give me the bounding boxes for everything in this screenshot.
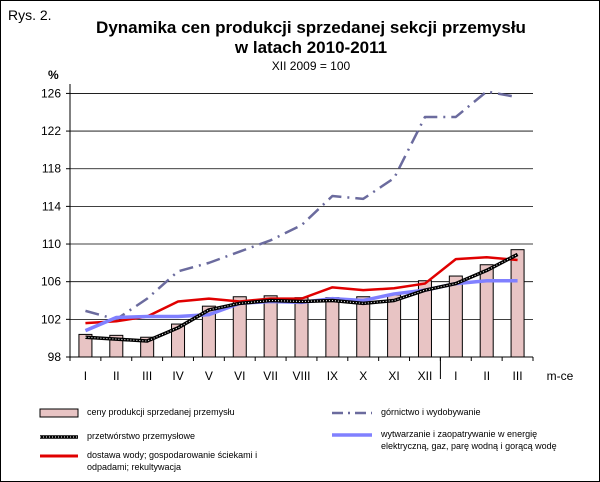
legend-label-manufacturing: przetwórstwo przemysłowe <box>87 431 196 441</box>
x-tick-label: IV <box>172 369 183 383</box>
x-tick-label: II <box>113 369 120 383</box>
bar <box>417 280 432 358</box>
legend-item-manufacturing: przetwórstwo przemysłowe <box>39 430 299 442</box>
bar <box>325 297 340 358</box>
y-tick-label: 122 <box>41 124 61 138</box>
legend-item-mining: górnictwo i wydobywanie <box>331 406 581 418</box>
legend-swatch-electricity <box>332 433 372 437</box>
chart-title-line2: w latach 2010-2011 <box>234 38 388 57</box>
line-manufacturing <box>85 252 519 343</box>
bar <box>510 249 525 358</box>
legend-label-water: dostawa wody; gospodarowanie ściekami i … <box>87 450 258 472</box>
legend-item-water: dostawa wody; gospodarowanie ściekami i … <box>39 449 299 473</box>
bar <box>263 295 278 358</box>
x-tick-label: III <box>142 369 152 383</box>
x-tick-label: VI <box>234 369 245 383</box>
line-water <box>85 255 518 325</box>
x-tick-label: I <box>84 369 87 383</box>
y-tick-label: 126 <box>41 86 61 100</box>
bar <box>356 296 371 358</box>
x-tick-label: VIII <box>292 369 310 383</box>
chart-title: Dynamika cen produkcji sprzedanej sekcji… <box>96 18 526 37</box>
x-tick-label: I <box>454 369 457 383</box>
bar <box>232 296 247 358</box>
legend-label-mining: górnictwo i wydobywanie <box>381 407 481 417</box>
x-tick-label: XII <box>418 369 433 383</box>
x-axis-label: m-ce <box>547 369 574 383</box>
y-tick-label: 110 <box>42 237 61 251</box>
bar <box>479 264 494 358</box>
y-tick-label: 114 <box>42 199 61 213</box>
x-tick-label: VII <box>263 369 278 383</box>
y-tick-label: 118 <box>42 162 61 176</box>
x-tick-label: II <box>483 369 490 383</box>
bar <box>448 275 463 358</box>
x-tick-label: III <box>513 369 523 383</box>
y-tick-label: 106 <box>41 275 61 289</box>
y-axis-label: % <box>48 68 59 82</box>
x-tick-label: V <box>205 369 213 383</box>
bar <box>201 305 216 358</box>
y-tick-label: 102 <box>41 312 61 326</box>
legend-swatch-mining <box>332 411 372 415</box>
x-tick-label: IX <box>327 369 338 383</box>
figure-label: Rys. 2. <box>8 7 52 23</box>
legend-item-electricity: wytwarzanie i zaopatrywanie w energię el… <box>331 428 586 452</box>
legend-swatch-water <box>40 454 78 458</box>
legend-swatch-manufacturing <box>40 435 78 439</box>
bar <box>387 294 402 358</box>
legend-swatch-bars <box>39 408 79 418</box>
legend-label-bars: ceny produkcji sprzedanej przemysłu <box>87 407 235 417</box>
x-tick-label: X <box>359 369 367 383</box>
legend-label-electricity: wytwarzanie i zaopatrywanie w energię el… <box>381 429 557 451</box>
x-tick-label: XI <box>388 369 399 383</box>
bar <box>78 333 93 358</box>
y-tick-label: 98 <box>48 350 62 364</box>
bar <box>171 323 186 358</box>
bar <box>294 297 309 358</box>
chart-subtitle: XII 2009 = 100 <box>271 59 351 73</box>
legend-item-bars: ceny produkcji sprzedanej przemysłu <box>39 406 299 418</box>
